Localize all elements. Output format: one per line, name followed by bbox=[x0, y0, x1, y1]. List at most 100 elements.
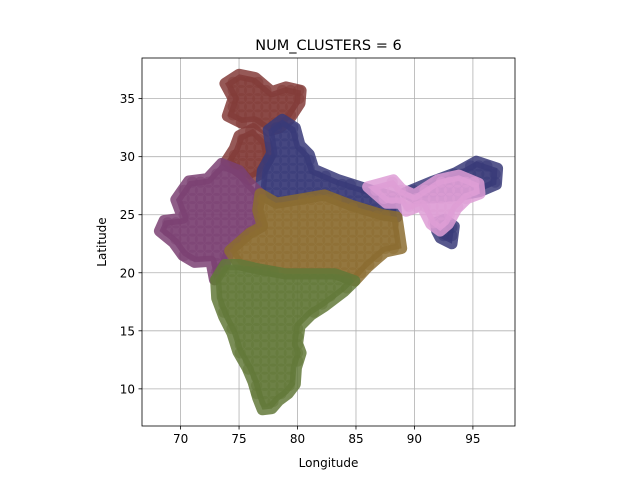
scatter-point bbox=[338, 202, 350, 214]
plot-frame bbox=[141, 57, 516, 427]
scatter-point bbox=[244, 192, 256, 205]
scatter-point bbox=[295, 154, 307, 166]
scatter-point bbox=[218, 274, 230, 286]
scatter-point bbox=[265, 202, 277, 214]
scatter-point bbox=[275, 379, 287, 391]
scatter-point bbox=[227, 217, 239, 229]
scatter-point bbox=[237, 133, 249, 145]
scatter-point bbox=[178, 209, 190, 221]
scatter-point bbox=[259, 339, 271, 351]
scatter-point bbox=[468, 184, 480, 196]
scatter-point bbox=[270, 122, 283, 134]
scatter-point bbox=[275, 298, 287, 310]
scatter-point bbox=[305, 250, 318, 263]
scatter-point bbox=[281, 259, 293, 271]
scatter-point bbox=[244, 101, 256, 113]
scatter-point bbox=[427, 184, 439, 196]
scatter-point bbox=[256, 250, 268, 263]
scatter-point bbox=[346, 259, 359, 271]
scatter-point bbox=[260, 84, 272, 97]
scatter-point bbox=[314, 226, 326, 238]
scatter-point bbox=[273, 226, 285, 238]
scatter-point bbox=[281, 226, 293, 238]
scatter-point bbox=[162, 225, 174, 237]
scatter-point bbox=[276, 101, 288, 113]
scatter-point bbox=[219, 225, 231, 237]
scatter-point bbox=[194, 192, 207, 205]
scatter-point bbox=[386, 176, 398, 188]
scatter-point bbox=[244, 76, 256, 88]
scatter-point bbox=[411, 192, 423, 205]
scatter-point bbox=[435, 201, 447, 213]
scatter-point bbox=[262, 154, 274, 166]
scatter-point bbox=[186, 176, 198, 188]
scatter-point bbox=[293, 93, 305, 105]
scatter-point bbox=[275, 371, 287, 383]
scatter-point bbox=[203, 184, 215, 196]
scatter-point bbox=[316, 298, 328, 310]
scatter-point bbox=[235, 117, 247, 129]
scatter-point bbox=[235, 192, 247, 205]
scatter-point bbox=[242, 355, 254, 367]
scatter-point bbox=[287, 162, 299, 174]
cluster-4-points bbox=[153, 158, 268, 286]
scatter-point bbox=[267, 339, 279, 351]
scatter-point bbox=[267, 379, 279, 391]
scatter-point bbox=[283, 282, 295, 294]
scatter-point bbox=[330, 250, 342, 263]
scatter-point bbox=[283, 314, 295, 326]
scatter-point bbox=[300, 306, 312, 318]
scatter-point bbox=[279, 138, 291, 150]
y-tick-label: 30 bbox=[120, 150, 135, 164]
scatter-point bbox=[194, 225, 207, 237]
scatter-point bbox=[259, 371, 271, 383]
scatter-point bbox=[355, 218, 367, 230]
scatter-point bbox=[260, 101, 272, 113]
chart-title: NUM_CLUSTERS = 6 bbox=[255, 38, 401, 54]
scatter-point bbox=[371, 226, 383, 238]
scatter-point bbox=[338, 234, 350, 246]
scatter-point bbox=[219, 201, 231, 213]
scatter-point bbox=[305, 210, 318, 222]
scatter-point bbox=[260, 109, 272, 121]
scatter-point bbox=[460, 192, 472, 205]
scatter-point bbox=[252, 76, 264, 88]
scatter-point bbox=[443, 176, 456, 188]
scatter-point bbox=[291, 290, 304, 302]
scatter-point bbox=[178, 217, 190, 229]
scatter-point bbox=[283, 379, 295, 391]
scatter-point bbox=[291, 331, 304, 343]
scatter-point bbox=[251, 347, 263, 359]
scatter-point bbox=[235, 217, 247, 229]
scatter-point bbox=[279, 178, 291, 191]
scatter-point bbox=[363, 250, 375, 263]
scatter-point bbox=[248, 250, 260, 263]
scatter-point bbox=[275, 355, 287, 367]
y-tick-label: 10 bbox=[120, 382, 135, 396]
scatter-point bbox=[259, 387, 271, 400]
scatter-point bbox=[328, 178, 340, 191]
scatter-point bbox=[265, 250, 277, 263]
scatter-point bbox=[162, 217, 174, 229]
scatter-point bbox=[452, 201, 464, 213]
scatter-point bbox=[314, 210, 326, 222]
scatter-point bbox=[287, 130, 299, 142]
scatter-point bbox=[291, 306, 304, 318]
scatter-point bbox=[387, 234, 399, 246]
x-tick-label: 75 bbox=[231, 432, 246, 446]
scatter-point bbox=[284, 101, 297, 113]
scatter-point bbox=[259, 396, 271, 408]
scatter-point bbox=[300, 298, 312, 310]
scatter-point bbox=[219, 160, 231, 172]
scatter-point bbox=[275, 331, 287, 343]
scatter-point bbox=[363, 259, 375, 271]
scatter-point bbox=[270, 154, 283, 166]
scatter-point bbox=[346, 210, 359, 222]
scatter-point bbox=[234, 314, 246, 326]
scatter-point bbox=[297, 234, 309, 246]
scatter-point bbox=[267, 298, 279, 310]
scatter-point bbox=[355, 250, 367, 263]
scatter-point bbox=[242, 298, 254, 310]
scatter-point bbox=[256, 202, 268, 214]
scatter-point bbox=[203, 192, 215, 205]
